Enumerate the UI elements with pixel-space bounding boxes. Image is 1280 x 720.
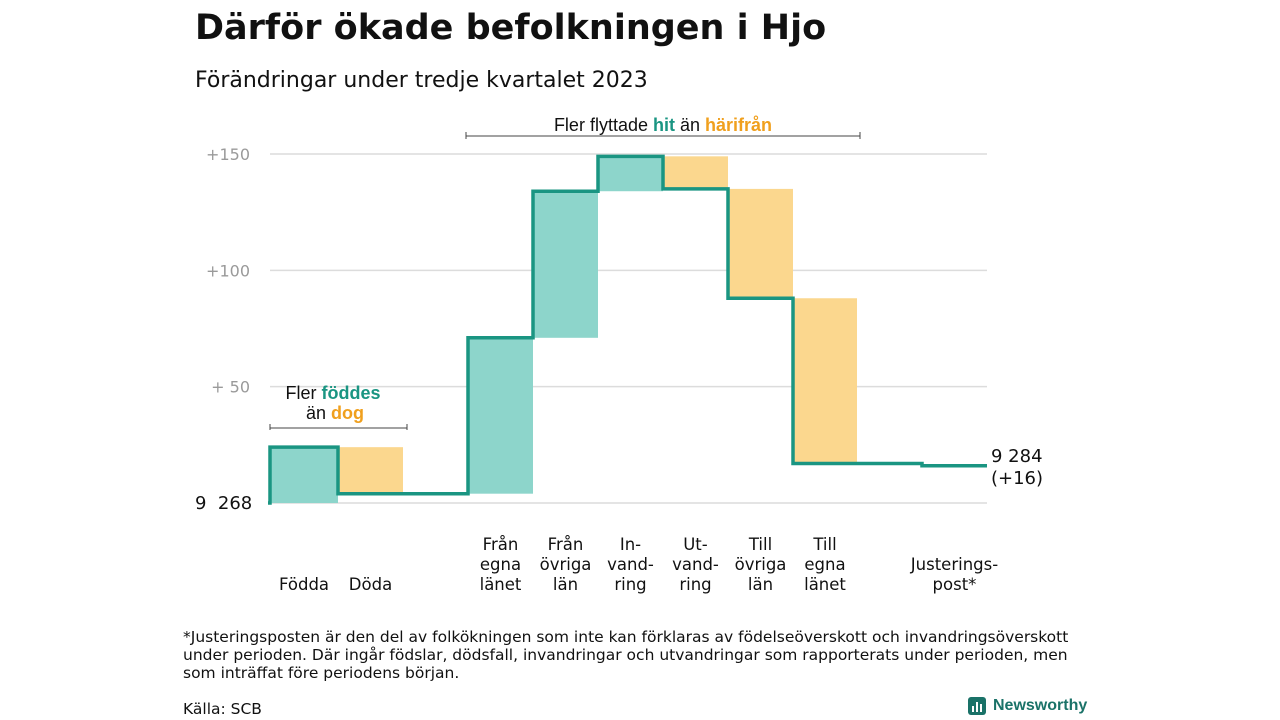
category-label: Döda [349,575,392,594]
footnote: *Justeringsposten är den del av folkökni… [183,628,1069,682]
chart-title: Därför ökade befolkningen i Hjo [195,8,827,48]
births-annotation-line1: Fler föddes [285,383,380,403]
category-label: Till [812,535,836,554]
waterfall-bar [270,447,338,503]
category-label: egna [480,555,521,574]
waterfall-bar [728,188,793,299]
start-value-label: 9 268 [195,493,252,514]
end-value-label: 9 284 [991,446,1043,467]
chart-subtitle: Förändringar under tredje kvartalet 2023 [195,68,648,93]
category-label: ring [614,575,646,594]
category-label: ring [679,575,711,594]
waterfall-chart: + 50 +100 +150 9 268 9 284(+16) Födda Döda Från… [195,115,1043,594]
category-label: Till [748,535,772,554]
births-bracket [269,424,408,430]
brand-logo: Newsworthy [968,697,1087,715]
migration-annotation: Fler flyttade hit än härifrån [554,115,772,135]
cumulative-line [268,154,987,505]
y-tick-label: + 50 [211,378,250,397]
waterfall-bar [468,337,533,494]
category-label: län [748,575,773,594]
brand-name: Newsworthy [993,697,1088,714]
source-note: Källa: SCB [183,700,262,718]
category-label: Justerings- [910,555,998,574]
y-tick-label: +150 [206,145,250,164]
category-label: övriga [735,555,787,574]
births-annotation-line2: än dog [306,403,364,423]
category-label: egna [804,555,845,574]
category-label: vand- [607,555,654,574]
waterfall-bar [598,156,663,192]
end-change-label: (+16) [991,468,1043,489]
category-label: länet [804,575,846,594]
waterfall-bar [533,191,598,338]
category-label: län [553,575,578,594]
waterfall-bar [663,156,728,189]
category-label: övriga [540,555,592,574]
waterfall-bar [793,298,857,464]
newsworthy-logo-icon [968,697,986,715]
category-label: post* [933,575,977,594]
category-label: Födda [279,575,329,594]
migration-bracket [465,132,861,139]
category-label: Från [483,535,519,554]
category-label: In- [620,535,641,554]
category-label: vand- [672,555,719,574]
category-label: länet [480,575,522,594]
category-label: Ut- [683,535,708,554]
waterfall-bar [338,447,403,494]
y-tick-label: +100 [206,261,250,280]
category-label: Från [548,535,584,554]
